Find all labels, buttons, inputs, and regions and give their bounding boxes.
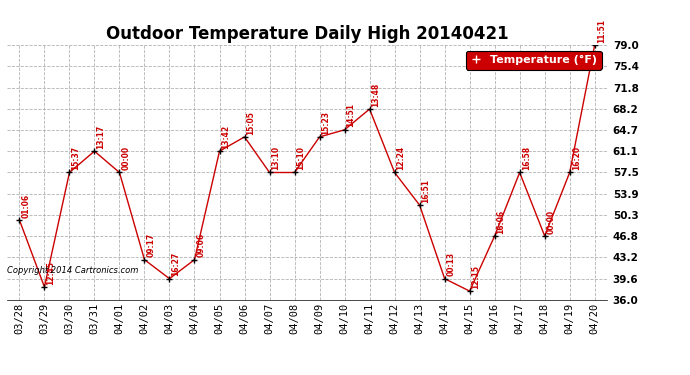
Text: 12:15: 12:15 [472, 265, 481, 289]
Text: 09:17: 09:17 [146, 233, 155, 257]
Text: 01:06: 01:06 [21, 194, 30, 217]
Text: 00:00: 00:00 [546, 210, 555, 234]
Text: 16:58: 16:58 [522, 146, 531, 170]
Text: 16:27: 16:27 [172, 252, 181, 276]
Text: 15:10: 15:10 [297, 146, 306, 170]
Text: 12:24: 12:24 [397, 146, 406, 170]
Text: 15:23: 15:23 [322, 111, 331, 135]
Text: 00:13: 00:13 [446, 252, 455, 276]
Text: 09:06: 09:06 [197, 233, 206, 257]
Text: Copyright 2014 Cartronics.com: Copyright 2014 Cartronics.com [7, 266, 138, 275]
Text: 14:51: 14:51 [346, 104, 355, 128]
Text: 13:48: 13:48 [372, 82, 381, 106]
Text: 13:42: 13:42 [221, 124, 230, 149]
Text: 16:51: 16:51 [422, 179, 431, 203]
Text: 12:45: 12:45 [46, 261, 55, 285]
Text: 00:00: 00:00 [121, 146, 130, 170]
Text: 11:51: 11:51 [597, 19, 606, 43]
Text: 13:17: 13:17 [97, 124, 106, 149]
Text: 13:10: 13:10 [272, 146, 281, 170]
Legend: Temperature (°F): Temperature (°F) [466, 51, 602, 69]
Text: 15:37: 15:37 [72, 146, 81, 170]
Text: 15:05: 15:05 [246, 111, 255, 135]
Title: Outdoor Temperature Daily High 20140421: Outdoor Temperature Daily High 20140421 [106, 26, 509, 44]
Text: 16:06: 16:06 [497, 210, 506, 234]
Text: 16:20: 16:20 [572, 146, 581, 170]
